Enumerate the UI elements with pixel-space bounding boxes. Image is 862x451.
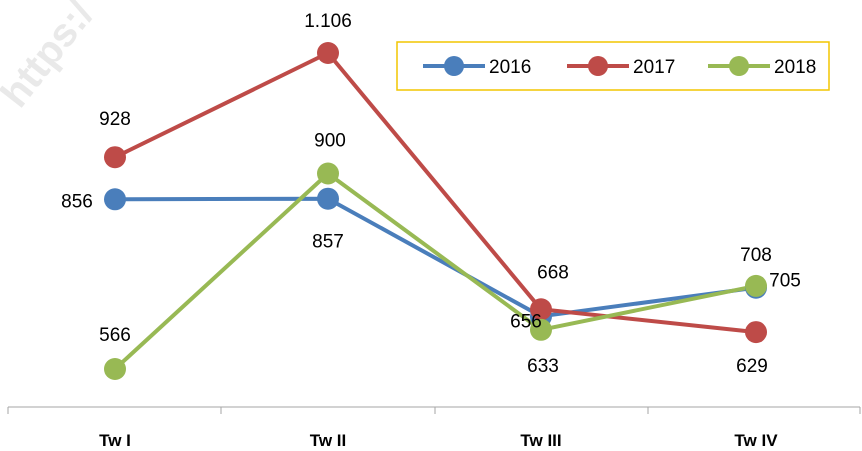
data-point-2017 — [745, 321, 767, 344]
legend-marker-2016 — [444, 56, 464, 76]
x-axis-tick-labels: Tw I Tw II Tw III Tw IV — [99, 431, 778, 450]
data-point-2018 — [104, 358, 126, 380]
data-label-2018: 708 — [740, 245, 772, 266]
data-label-2017: 1.106 — [304, 11, 352, 32]
series-line-2016 — [114, 196, 757, 319]
data-label-2017: 668 — [537, 262, 569, 283]
legend-label-2016: 2016 — [489, 57, 531, 78]
category-label: Tw II — [310, 431, 347, 450]
data-point-2017 — [530, 298, 552, 321]
data-label-2016: 857 — [312, 232, 344, 253]
data-label-2017: 928 — [99, 109, 131, 130]
category-label: Tw III — [520, 431, 561, 450]
data-label-2016: 856 — [61, 191, 93, 212]
data-labels: 856 857 656 705 928 1.106 668 629 566 900 633 708 — [61, 11, 801, 377]
legend: 2016 2017 2018 — [396, 41, 830, 91]
legend-label-2017: 2017 — [633, 57, 675, 78]
legend-marker-2017 — [588, 56, 608, 76]
category-label: Tw I — [99, 431, 131, 450]
data-point-2018 — [317, 162, 339, 185]
series-lines — [113, 51, 757, 371]
data-label-2016: 705 — [769, 271, 801, 292]
data-label-2018: 900 — [314, 131, 346, 152]
data-label-2016: 656 — [510, 311, 542, 332]
legend-label-2018: 2018 — [774, 57, 816, 78]
data-point-2017 — [104, 146, 126, 169]
series-line-2017 — [114, 51, 757, 335]
x-axis-ticks — [7, 407, 861, 414]
data-point-2016 — [317, 187, 339, 210]
series-line-2018 — [113, 171, 757, 371]
watermark-text: https:/ — [0, 0, 102, 116]
legend-marker-2018 — [729, 56, 749, 76]
data-label-2018: 633 — [527, 356, 559, 377]
data-label-2018: 566 — [99, 325, 131, 346]
data-point-2016 — [104, 188, 126, 211]
data-point-2018 — [530, 318, 552, 341]
data-label-2017: 629 — [736, 356, 768, 377]
data-point-2018 — [745, 274, 767, 297]
category-label: Tw IV — [734, 431, 778, 450]
data-point-2017 — [317, 42, 339, 64]
series-points — [104, 42, 767, 380]
